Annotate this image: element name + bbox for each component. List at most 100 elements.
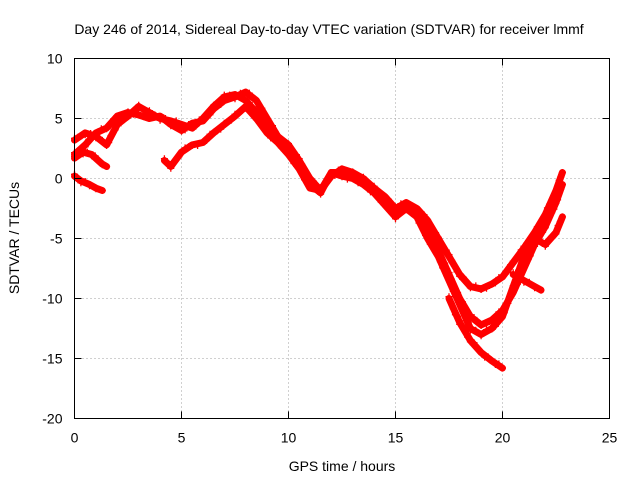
data-point bbox=[461, 328, 469, 335]
grid-lines bbox=[74, 58, 610, 419]
data-point bbox=[245, 89, 253, 97]
data-point bbox=[509, 269, 517, 277]
data-point bbox=[167, 164, 175, 172]
data-point bbox=[511, 278, 519, 286]
data-point bbox=[317, 188, 325, 196]
data-point bbox=[81, 178, 89, 185]
data-point bbox=[466, 284, 474, 292]
data-point bbox=[550, 205, 558, 213]
data-point bbox=[160, 114, 168, 122]
data-point bbox=[434, 252, 442, 260]
data-point bbox=[377, 198, 385, 206]
data-point bbox=[451, 289, 459, 297]
series-track-2 bbox=[71, 170, 106, 194]
data-point bbox=[552, 199, 560, 207]
data-point bbox=[163, 118, 171, 126]
data-point bbox=[548, 233, 556, 240]
data-point bbox=[74, 133, 82, 141]
data-point bbox=[260, 110, 268, 118]
data-point bbox=[531, 284, 539, 292]
data-point bbox=[274, 139, 282, 146]
data-point bbox=[556, 218, 564, 225]
data-point bbox=[491, 279, 499, 287]
data-point bbox=[449, 305, 457, 313]
x-tick-label: 25 bbox=[602, 430, 618, 446]
data-point bbox=[194, 119, 202, 127]
data-point bbox=[91, 152, 99, 160]
y-tick-label: 10 bbox=[47, 51, 63, 67]
data-point bbox=[303, 178, 311, 185]
data-point bbox=[140, 106, 148, 113]
data-point bbox=[454, 313, 462, 320]
y-tick-label: -15 bbox=[42, 351, 62, 367]
data-point bbox=[504, 297, 512, 305]
data-point bbox=[536, 237, 544, 245]
data-point bbox=[210, 128, 218, 136]
y-tick-label: -5 bbox=[50, 231, 63, 247]
data-point bbox=[558, 169, 566, 176]
data-point bbox=[488, 357, 496, 365]
data-point bbox=[249, 93, 257, 101]
data-point bbox=[285, 150, 292, 158]
data-point bbox=[88, 133, 96, 141]
data-point bbox=[98, 161, 106, 169]
data-series bbox=[71, 88, 566, 372]
data-point bbox=[517, 246, 525, 254]
data-point bbox=[539, 228, 547, 236]
x-tick-label: 10 bbox=[281, 430, 297, 446]
data-point bbox=[443, 272, 451, 280]
plot-frame bbox=[74, 58, 610, 419]
data-point bbox=[516, 263, 524, 270]
data-point bbox=[96, 134, 103, 141]
axes: -20 -15 -10 -5 0 5 10 0 5 10 15 20 25 bbox=[42, 51, 617, 446]
data-point bbox=[206, 111, 214, 119]
data-point bbox=[429, 242, 437, 250]
data-point bbox=[172, 122, 180, 130]
data-point bbox=[199, 116, 207, 124]
data-point bbox=[119, 112, 127, 119]
data-point bbox=[271, 127, 279, 135]
data-point bbox=[445, 275, 453, 283]
data-point bbox=[419, 226, 427, 234]
data-point bbox=[349, 175, 357, 182]
data-point bbox=[525, 278, 533, 286]
data-point bbox=[92, 130, 100, 138]
data-point bbox=[260, 126, 268, 134]
data-point bbox=[464, 319, 472, 326]
data-point bbox=[424, 216, 432, 224]
data-point bbox=[203, 137, 210, 144]
data-point bbox=[557, 185, 565, 193]
data-point bbox=[447, 281, 455, 289]
data-point bbox=[477, 349, 485, 357]
data-point bbox=[543, 216, 551, 224]
data-point bbox=[217, 101, 225, 108]
data-point bbox=[263, 115, 271, 122]
data-point bbox=[110, 115, 118, 123]
data-point bbox=[298, 170, 306, 178]
data-point bbox=[406, 206, 414, 213]
data-point bbox=[509, 282, 517, 290]
data-point bbox=[506, 293, 514, 301]
data-point bbox=[270, 134, 278, 142]
data-point bbox=[543, 204, 551, 212]
data-point bbox=[181, 144, 189, 152]
data-point bbox=[325, 174, 333, 182]
data-point bbox=[445, 251, 453, 259]
data-point bbox=[483, 284, 490, 292]
data-point bbox=[454, 295, 462, 303]
data-point bbox=[227, 116, 235, 124]
data-point bbox=[484, 353, 492, 361]
data-point bbox=[384, 204, 392, 212]
data-point bbox=[281, 145, 289, 153]
data-point bbox=[258, 121, 266, 129]
data-point bbox=[555, 176, 563, 184]
data-point bbox=[210, 104, 218, 112]
data-point bbox=[417, 220, 425, 228]
data-point bbox=[338, 173, 346, 181]
data-point bbox=[413, 214, 421, 221]
data-point bbox=[495, 315, 503, 323]
data-point bbox=[464, 333, 472, 341]
data-point bbox=[399, 207, 407, 215]
y-tick-label: 0 bbox=[55, 171, 63, 187]
data-point bbox=[488, 325, 496, 333]
